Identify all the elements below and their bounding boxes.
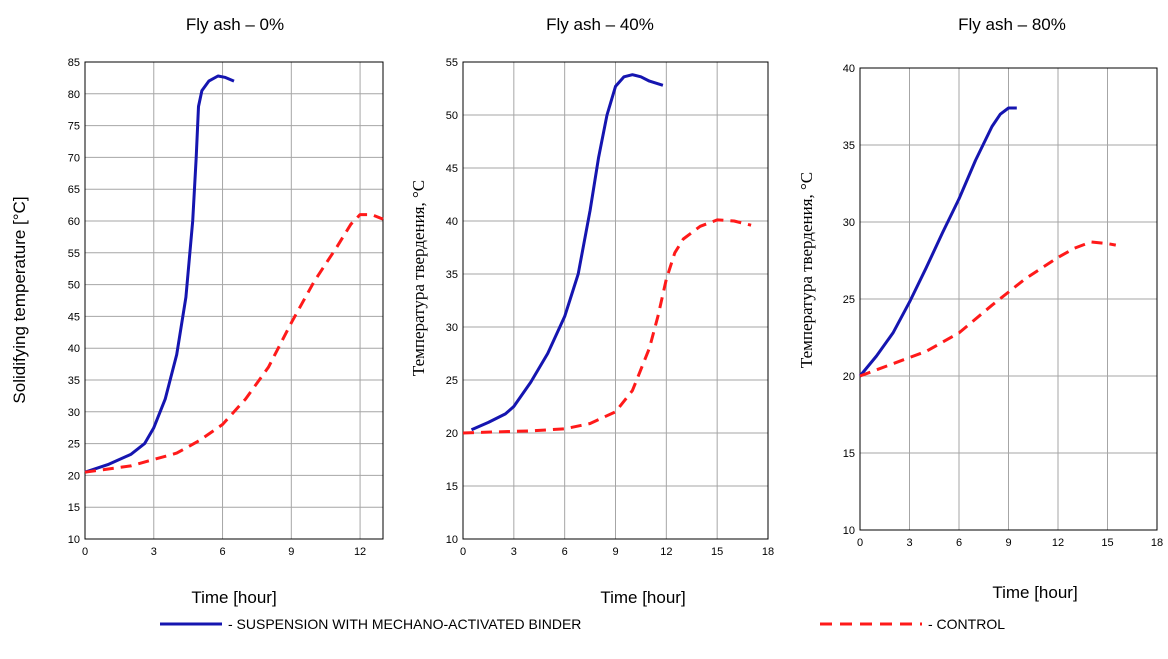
series-line-suspension	[84, 74, 235, 474]
y-tick-label: 35	[446, 269, 458, 281]
x-tick-label: 9	[288, 546, 294, 558]
x-tick-label: 9	[1005, 537, 1011, 549]
y-tick-label: 30	[68, 407, 80, 419]
y-tick-label: 20	[843, 371, 855, 383]
legend-suspension-label: - SUSPENSION WITH MECHANO-ACTIVATED BIND…	[228, 616, 581, 632]
x-tick-label: 0	[82, 546, 88, 558]
legend: - SUSPENSION WITH MECHANO-ACTIVATED BIND…	[160, 616, 1005, 632]
x-tick-label: 6	[219, 546, 225, 558]
x-axis-label: Time [hour]	[600, 588, 685, 607]
x-tick-label: 0	[460, 546, 466, 558]
chart-panel-2: 10 15 20 25 30 35 40 45 50 55 0 3 6 9 12 15 18 Fly ash – …	[409, 15, 774, 607]
x-tick-label: 0	[857, 537, 863, 549]
chart-panel-3: 10 15 20 25 30 35 40 0 3 6 9 12 15 18 Fly ash – 80% Tim…	[797, 15, 1163, 602]
x-tick-label: 9	[612, 546, 618, 558]
x-tick-label: 6	[956, 537, 962, 549]
x-tick-label: 15	[711, 546, 723, 558]
y-tick-label: 75	[68, 121, 80, 133]
x-tick-label: 15	[1101, 537, 1113, 549]
plot-frame	[859, 67, 1158, 531]
y-tick-label: 25	[843, 294, 855, 306]
y-axis-label: Температура твердения, °С	[409, 180, 428, 376]
y-tick-label: 25	[446, 375, 458, 387]
y-tick-label: 65	[68, 184, 80, 196]
x-tick-label: 3	[511, 546, 517, 558]
series-line-suspension	[858, 106, 1017, 377]
y-tick-label: 15	[68, 502, 80, 514]
y-tick-label: 50	[68, 280, 80, 292]
y-tick-label: 80	[68, 89, 80, 101]
y-tick-label: 10	[68, 534, 80, 546]
y-axis-label: Solidifying temperature [°C]	[10, 196, 29, 403]
x-tick-label: 12	[1052, 537, 1064, 549]
y-tick-label: 40	[843, 63, 855, 75]
y-tick-label: 35	[843, 140, 855, 152]
chart-title: Fly ash – 80%	[958, 15, 1066, 34]
y-tick-label: 40	[68, 343, 80, 355]
y-tick-label: 45	[446, 163, 458, 175]
y-tick-label: 10	[446, 534, 458, 546]
y-tick-label: 55	[446, 57, 458, 69]
y-tick-label: 10	[843, 525, 855, 537]
chart-title: Fly ash – 40%	[546, 15, 654, 34]
x-axis-label: Time [hour]	[992, 583, 1077, 602]
y-tick-label: 15	[843, 448, 855, 460]
y-tick-label: 25	[68, 439, 80, 451]
y-tick-label: 20	[68, 470, 80, 482]
series-line-suspension	[470, 73, 664, 432]
x-axis-label: Time [hour]	[191, 588, 276, 607]
y-tick-label: 30	[446, 322, 458, 334]
y-tick-label: 40	[446, 216, 458, 228]
x-tick-label: 12	[660, 546, 672, 558]
chart-panel-1: 10 15 20 25 30 35 40 45 50 55 60 65 70 75 80 85 0 3 6 9 12 Fl…	[10, 15, 384, 607]
y-tick-label: 45	[68, 311, 80, 323]
series-line-control	[462, 218, 752, 435]
x-tick-label: 3	[151, 546, 157, 558]
x-tick-label: 3	[906, 537, 912, 549]
legend-control-label: - CONTROL	[928, 616, 1005, 632]
x-tick-label: 18	[1151, 537, 1163, 549]
y-tick-label: 85	[68, 57, 80, 69]
y-tick-label: 20	[446, 428, 458, 440]
x-tick-label: 6	[562, 546, 568, 558]
y-tick-label: 50	[446, 110, 458, 122]
y-axis-label: Температура твердения, °С	[797, 172, 816, 368]
y-tick-label: 55	[68, 248, 80, 260]
x-tick-label: 12	[354, 546, 366, 558]
chart-title: Fly ash – 0%	[186, 15, 284, 34]
y-tick-label: 70	[68, 152, 80, 164]
series-line-control	[859, 240, 1117, 378]
y-tick-label: 15	[446, 481, 458, 493]
plot-frame	[84, 61, 384, 540]
series-line-control	[84, 213, 384, 474]
y-tick-label: 35	[68, 375, 80, 387]
y-tick-label: 30	[843, 217, 855, 229]
plot-frame	[462, 61, 769, 540]
x-tick-label: 18	[762, 546, 774, 558]
y-tick-label: 60	[68, 216, 80, 228]
